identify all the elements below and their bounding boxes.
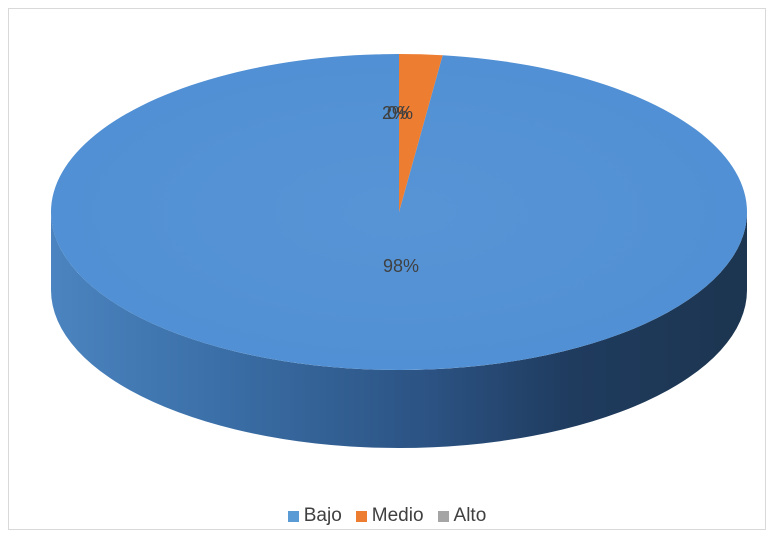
chart-frame: 98% 2% 0% Bajo Medio Alto [8,8,766,530]
pie-side-wall [51,212,747,448]
pie-side-layer [51,212,747,448]
legend-label-bajo: Bajo [303,505,342,526]
legend: Bajo Medio Alto [9,505,765,527]
legend-label-alto: Alto [453,505,487,526]
legend-swatch-alto [437,510,449,522]
legend-item-bajo: Bajo [287,505,342,527]
legend-item-alto: Alto [437,505,487,527]
pie-labels-layer: 98% 2%0% [382,103,419,276]
data-label-alto: 0% [387,103,413,123]
legend-swatch-medio [355,510,367,522]
legend-item-medio: Medio [355,505,424,527]
data-label-medio: 2% [382,103,408,123]
legend-swatch-bajo [287,510,299,522]
data-label-bajo: 98% [383,256,419,276]
legend-label-medio: Medio [371,505,424,526]
pie-chart: 98% 2%0% [51,54,747,448]
pie-slice-medio [399,54,443,212]
pie-top-layer [51,54,747,370]
